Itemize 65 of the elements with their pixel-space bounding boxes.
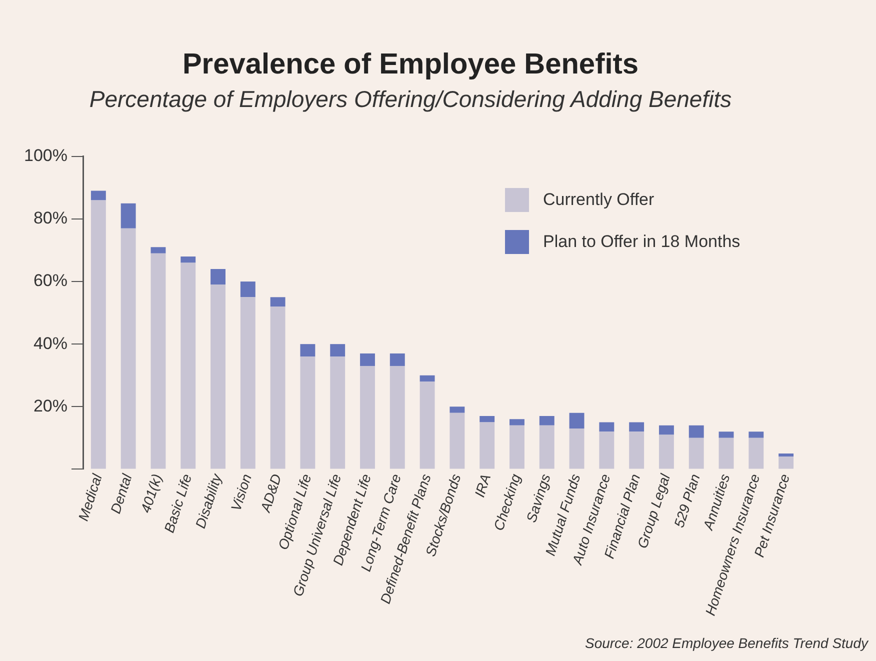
bar [599,432,614,469]
y-tick-label: 40% [33,334,68,353]
bar [300,356,316,469]
bar [90,200,106,469]
x-tick-label: Vision [228,472,255,513]
bar [658,425,674,435]
bar [390,353,405,366]
bar [480,422,495,469]
bar [539,416,554,426]
x-tick-label: 401(k) [137,472,165,515]
bar [778,456,794,469]
bar [629,422,644,432]
bar [510,419,524,426]
bar [599,422,614,432]
bar [688,438,704,469]
bar [300,344,316,357]
bar [270,306,286,469]
bar [420,375,435,382]
bar [450,406,465,413]
bar [510,425,524,469]
legend-label: Currently Offer [543,190,654,210]
bar [150,253,166,469]
bar [718,438,734,469]
x-tick-label: IRA [471,472,494,500]
bar [778,454,794,457]
bar [210,269,226,285]
bar [360,353,375,366]
bar [390,366,405,469]
source-note: Source: 2002 Employee Benefits Trend Study [584,635,868,651]
bar [539,425,554,469]
y-tick-label: 100% [24,146,68,166]
bar [629,432,644,469]
bar [90,190,106,200]
bar [718,432,734,438]
bar [658,434,674,469]
x-tick-label: Medical [74,471,106,523]
bar [180,256,196,263]
bar [120,203,136,228]
bar [180,262,196,469]
bar [569,412,584,429]
bar [330,356,346,469]
bar [480,416,495,422]
bar [569,428,584,469]
bar [150,247,166,254]
bar [330,344,346,357]
bar [210,284,226,469]
chart-subtitle: Percentage of Employers Offering/Considering Adding Benefits [89,86,732,112]
bar [270,297,286,307]
x-tick-label: Dental [107,471,136,516]
bar [120,228,136,469]
bar [360,366,375,469]
y-tick-label: 60% [33,271,68,290]
bar [420,382,435,469]
y-tick-label: 20% [33,396,68,416]
bar [748,432,764,438]
x-tick-label: 529 Plan [670,472,703,530]
bar [450,412,465,469]
y-tick-label: 80% [33,208,68,228]
chart-title: Prevalence of Employee Benefits [182,48,639,80]
x-tick-label: AD&D [256,472,284,515]
bar [240,282,256,298]
bar [240,297,256,469]
bar [688,425,704,438]
legend-label: Plan to Offer in 18 Months [543,232,740,252]
bar [748,438,764,469]
